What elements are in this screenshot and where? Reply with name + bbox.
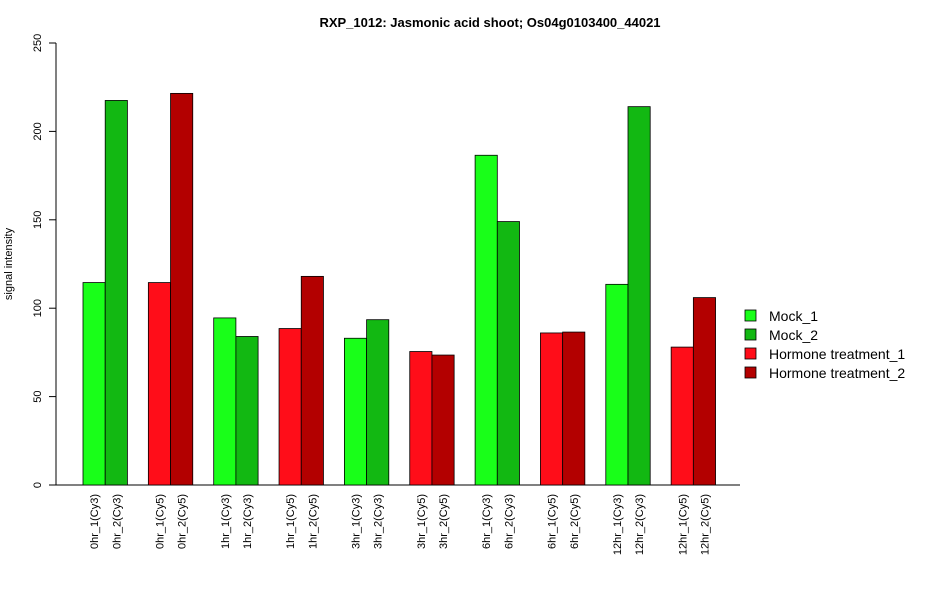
y-tick-label: 200 [32,122,44,140]
x-tick-label: 6hr_2(Cy5) [569,494,581,549]
chart-title: RXP_1012: Jasmonic acid shoot; Os04g0103… [319,15,660,30]
x-tick-label: 3hr_2(Cy3) [373,494,385,549]
bar [474,154,498,486]
x-tick-label: 12hr_2(Cy3) [634,494,646,555]
bar [366,319,390,486]
x-tick-label: 3hr_1(Cy5) [416,494,428,549]
legend-swatch [744,366,757,379]
bar [496,221,520,486]
legend: Mock_1 Mock_2 Hormone treatment_1 Hormone t… [744,308,905,381]
x-tick-label: 3hr_1(Cy3) [351,494,363,549]
bar [104,100,128,486]
x-tick-label: 6hr_2(Cy3) [503,494,515,549]
bar [562,331,586,486]
bar [82,282,106,486]
y-axis-label: signal intensity [3,227,15,300]
legend-label: Mock_2 [769,327,818,343]
y-tick-label: 50 [32,390,44,402]
bar [278,328,302,486]
x-tick-labels: 0hr_1(Cy3) 0hr_2(Cy3) 0hr_1(Cy5) 0hr_2(Cy5)… [89,494,711,555]
bar [147,282,171,486]
bar [409,351,433,486]
x-tick-label: 0hr_2(Cy5) [177,494,189,549]
y-tick-label: 150 [32,211,44,229]
bar [343,337,367,486]
x-tick-label: 1hr_1(Cy3) [220,494,232,549]
bar [170,92,194,486]
x-tick-label: 1hr_2(Cy5) [307,494,319,549]
y-tick-label: 100 [32,299,44,317]
bar [213,317,237,486]
bar [235,336,259,486]
legend-swatch [744,328,757,341]
legend-label: Hormone treatment_1 [769,346,905,362]
bar [540,332,564,486]
legend-swatch [744,347,757,360]
bar [300,275,324,486]
x-tick-label: 0hr_1(Cy3) [89,494,101,549]
x-tick-label: 1hr_1(Cy5) [285,494,297,549]
bars [82,92,716,486]
x-tick-label: 3hr_2(Cy5) [438,494,450,549]
bar [627,106,651,486]
x-tick-label: 12hr_1(Cy5) [677,494,689,555]
x-tick-label: 12hr_1(Cy3) [612,494,624,555]
y-tick-label: 0 [32,482,44,488]
bar [692,297,716,486]
x-tick-label: 0hr_2(Cy3) [111,494,123,549]
x-tick-label: 6hr_1(Cy3) [481,494,493,549]
bar [670,346,694,486]
legend-label: Hormone treatment_2 [769,365,905,381]
y-axis: 0 50 100 150 200 250 [32,34,57,488]
x-tick-label: 12hr_2(Cy5) [699,494,711,555]
x-tick-label: 1hr_2(Cy3) [242,494,254,549]
x-tick-label: 0hr_1(Cy5) [154,494,166,549]
y-tick-label: 250 [32,34,44,52]
legend-swatch [744,309,757,322]
bar [431,354,455,486]
x-tick-label: 6hr_1(Cy5) [547,494,559,549]
bar [605,283,629,486]
legend-label: Mock_1 [769,308,818,324]
